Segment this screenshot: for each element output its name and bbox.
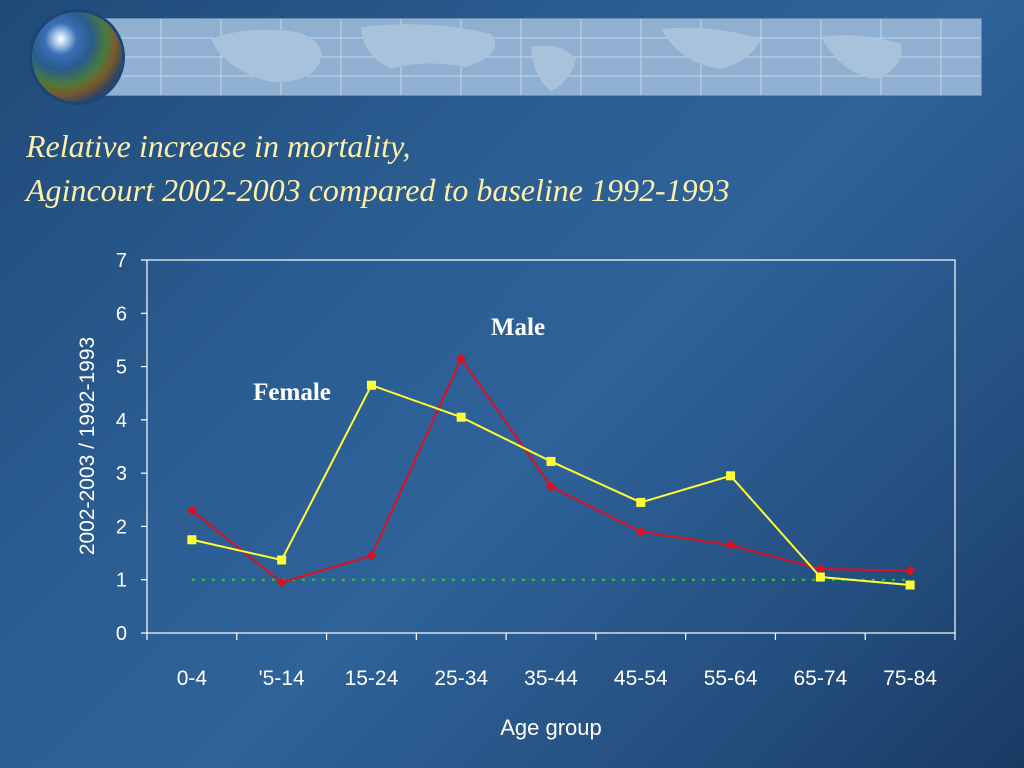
- globe-logo-icon: [32, 12, 122, 102]
- female-data-point: [187, 535, 197, 545]
- slide-title: Relative increase in mortality, Agincour…: [26, 124, 730, 212]
- x-tick-label: 35-44: [524, 667, 578, 690]
- world-map-graphic: [61, 19, 981, 95]
- male-data-point: [276, 577, 287, 588]
- x-tick-label: 55-64: [704, 667, 758, 690]
- x-tick-label: 0-4: [177, 667, 208, 690]
- x-tick-label: 75-84: [883, 667, 937, 690]
- female-data-point: [546, 456, 556, 466]
- male-data-point: [456, 353, 467, 364]
- male-data-point: [186, 505, 197, 516]
- female-data-point: [636, 497, 646, 507]
- male-data-point: [635, 526, 646, 537]
- female-data-point: [277, 555, 287, 565]
- female-data-point: [726, 471, 736, 481]
- male-data-point: [725, 540, 736, 551]
- y-tick-label: 7: [116, 250, 127, 272]
- y-tick-label: 4: [116, 410, 127, 432]
- y-tick-label: 0: [116, 623, 127, 645]
- plot-area-frame: [146, 259, 956, 634]
- male-series-label: Male: [491, 314, 545, 341]
- female-data-point: [456, 412, 466, 422]
- y-axis-title: 2002-2003 / 1992-1993: [76, 337, 99, 555]
- x-tick-label: 45-54: [614, 667, 668, 690]
- female-series-label: Female: [253, 379, 331, 406]
- male-data-point: [905, 565, 916, 576]
- female-data-point: [366, 380, 376, 390]
- y-tick-label: 2: [116, 516, 127, 538]
- female-data-point: [815, 572, 825, 582]
- x-tick-label: 65-74: [793, 667, 847, 690]
- y-tick-label: 5: [116, 357, 127, 379]
- male-data-point: [546, 481, 556, 492]
- y-tick-label: 6: [116, 303, 127, 325]
- title-line-2: Agincourt 2002-2003 compared to baseline…: [26, 172, 730, 208]
- female-data-point: [905, 580, 915, 590]
- x-tick-label: 25-34: [434, 667, 488, 690]
- x-tick-label: '5-14: [259, 667, 305, 690]
- x-axis-title: Age group: [500, 715, 602, 740]
- y-tick-label: 1: [116, 570, 127, 592]
- x-tick-label: 15-24: [345, 667, 399, 690]
- male-data-point: [366, 550, 377, 561]
- y-tick-label: 3: [116, 463, 127, 485]
- male-data-point: [815, 564, 826, 575]
- header-banner: [60, 18, 982, 96]
- title-line-1: Relative increase in mortality,: [26, 128, 411, 164]
